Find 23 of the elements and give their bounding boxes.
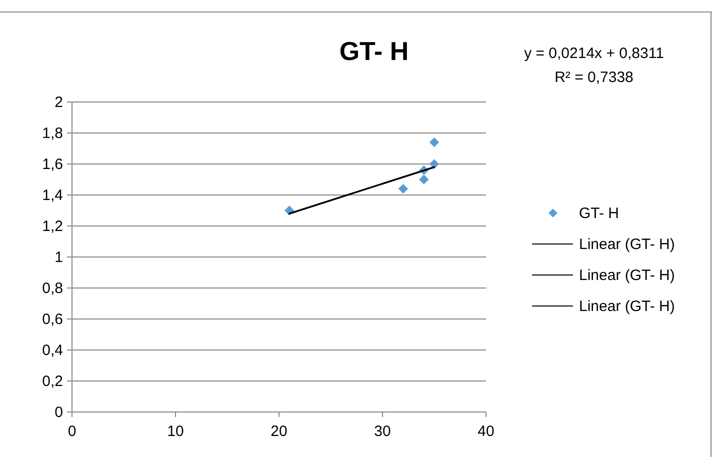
text: R² = 0,7338 <box>554 69 634 86</box>
y-tick-label: 2 <box>54 94 63 111</box>
y-tick-label: 0,8 <box>42 280 63 297</box>
legend-label: Linear (GT- H) <box>579 236 675 253</box>
y-tick-label: 0 <box>54 404 63 421</box>
x-tick-label: 20 <box>270 423 288 440</box>
y-tick-label: 0,2 <box>42 373 63 390</box>
legend-label: GT- H <box>579 205 619 222</box>
y-tick-label: 1,2 <box>42 218 63 235</box>
x-tick-label: 30 <box>374 423 391 440</box>
y-tick-label: 1 <box>54 249 63 266</box>
x-tick-label: 10 <box>167 423 184 440</box>
chart-title: GT- H <box>339 36 409 66</box>
x-tick-label: 0 <box>68 423 76 440</box>
y-tick-label: 0,4 <box>42 342 63 359</box>
x-tick-label: 40 <box>478 423 494 440</box>
y-tick-label: 0,6 <box>42 311 63 328</box>
text: y = 0,0214x + 0,8311 <box>524 45 664 62</box>
y-tick-label: 1,6 <box>42 156 63 173</box>
y-tick-label: 1,8 <box>42 125 63 142</box>
legend-label: Linear (GT- H) <box>579 298 675 315</box>
y-tick-label: 1,4 <box>42 187 63 204</box>
legend-label: Linear (GT- H) <box>579 267 675 284</box>
